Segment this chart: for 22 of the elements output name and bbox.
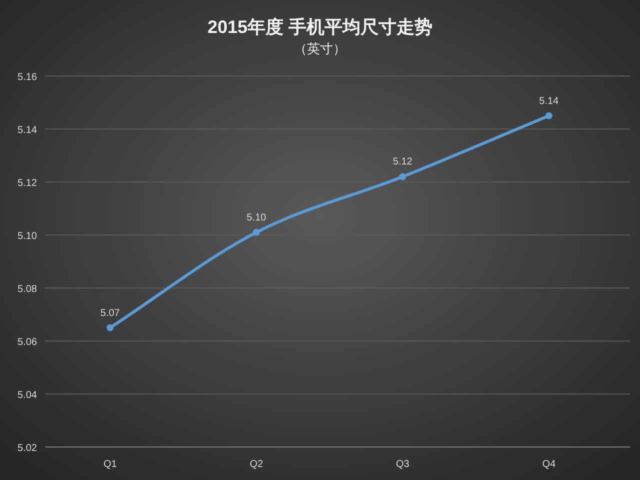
chart-title: 2015年度 手机平均尺寸走势 xyxy=(207,17,433,37)
y-tick-label: 5.08 xyxy=(18,284,38,295)
point xyxy=(545,112,552,120)
point xyxy=(106,324,114,332)
y-tick-label: 5.06 xyxy=(18,337,38,348)
data-label: 5.12 xyxy=(392,156,413,168)
x-tick-label: Q4 xyxy=(542,459,556,470)
y-tick-label: 5.04 xyxy=(18,390,38,401)
y-tick-label: 5.02 xyxy=(18,443,38,454)
x-tick-label: Q2 xyxy=(250,459,264,470)
data-label: 5.10 xyxy=(246,212,267,224)
y-tick-label: 5.16 xyxy=(18,72,38,83)
point xyxy=(399,173,406,180)
y-tick-label: 5.10 xyxy=(18,231,38,242)
data-label: 5.07 xyxy=(100,308,120,319)
x-tick-label: Q3 xyxy=(396,459,410,470)
y-tick-label: 5.14 xyxy=(18,125,38,136)
chart-subtitle: （英寸） xyxy=(294,41,346,56)
data-label: 5.14 xyxy=(539,96,560,107)
x-tick-label: Q1 xyxy=(103,459,118,470)
y-tick-label: 5.12 xyxy=(18,178,38,189)
point xyxy=(252,228,260,236)
